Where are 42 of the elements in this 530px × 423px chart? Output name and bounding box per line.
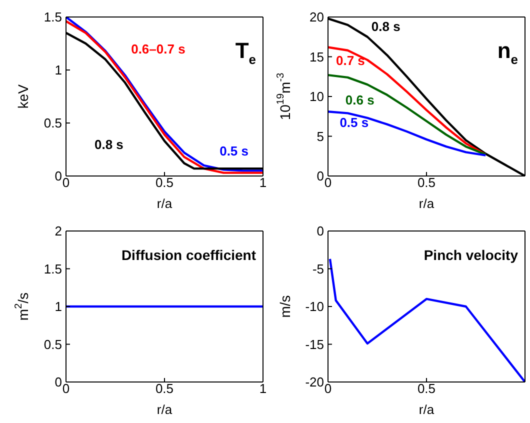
x-axis-title: r/a: [156, 196, 173, 211]
x-axis-title: r/a: [156, 402, 173, 417]
y-tick-label: 5: [316, 128, 324, 144]
series-label: 0.5 s: [220, 144, 249, 159]
x-tick-label: 0.5: [417, 381, 436, 396]
y-tick-label: 15: [310, 49, 324, 64]
x-tick-label: 1: [259, 381, 267, 396]
x-tick-label: 0.5: [417, 175, 436, 190]
y-tick-label: 0.5: [44, 336, 62, 352]
series-label: 0.6–0.7 s: [131, 41, 186, 56]
line-series: [328, 74, 487, 156]
annotation: Diffusion coefficient: [121, 247, 256, 263]
y-tick-label: 1: [54, 62, 62, 78]
annotation: n$_{e}$: [497, 38, 518, 68]
y-tick-label: 1.5: [44, 10, 62, 25]
x-tick-label: 1: [259, 175, 267, 190]
y-tick-label: -15: [305, 336, 324, 352]
y-axis-title: keV: [15, 84, 31, 109]
x-axis-title: r/a: [418, 196, 435, 211]
line-series: [328, 46, 487, 156]
line-series: [328, 110, 487, 156]
series-label: 0.7 s: [336, 53, 365, 68]
text: 0.8 s: [94, 137, 124, 152]
y-tick-label: -5: [312, 261, 324, 276]
y-tick-label: 0: [316, 224, 324, 239]
y-tick-label: 1.5: [44, 261, 62, 276]
annotation: T$_{e}$: [235, 38, 256, 68]
x-axis-title: r/a: [418, 402, 435, 417]
y-tick-label: -10: [305, 299, 324, 314]
y-axis-title: m/s: [277, 295, 293, 318]
x-tick-label: 0.5: [155, 175, 174, 190]
y-tick-label: 20: [310, 10, 324, 25]
annotation: Pinch velocity: [424, 247, 518, 263]
y-tick-label: -20: [305, 374, 324, 390]
series-label: 0.6 s: [345, 92, 374, 108]
series-label: 0.5 s: [340, 115, 369, 130]
y-tick-label: 2: [54, 224, 62, 239]
x-tick-label: 0.5: [155, 381, 174, 396]
y-tick-label: 1: [54, 299, 62, 314]
y-tick-label: 0.5: [44, 116, 62, 131]
y-tick-label: 10: [310, 89, 324, 104]
series-label: 0.8 s: [371, 18, 400, 34]
